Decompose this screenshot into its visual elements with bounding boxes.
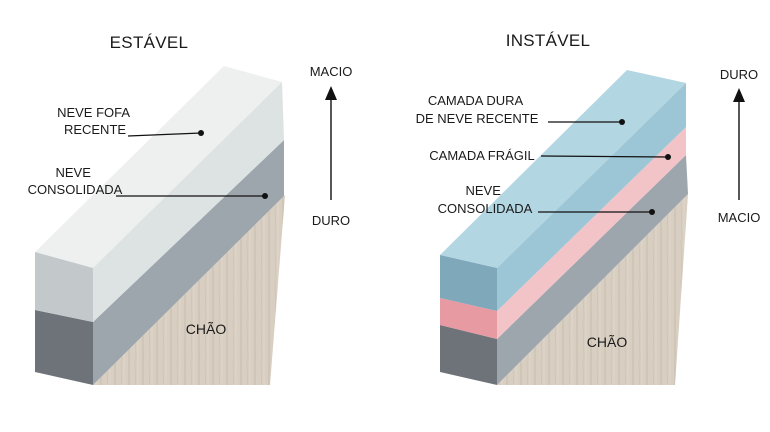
unstable-title: INSTÁVEL <box>506 31 591 50</box>
unstable-consolidated-label: NEVE CONSOLIDADA <box>438 183 533 216</box>
stable-hardness-scale: MACIO DURO <box>310 64 353 228</box>
unstable-weak-leader-dot <box>665 154 671 160</box>
stable-fresh-leader <box>127 132 202 137</box>
stable-fresh-front <box>35 252 93 322</box>
unstable-weak-face <box>497 127 686 339</box>
stable-consolidated-face <box>93 140 284 385</box>
unstable-weak-label: CAMADA FRÁGIL <box>429 148 534 163</box>
stable-fresh-label-line1: NEVE FOFA <box>57 105 130 120</box>
unstable-consolidated-label-line1: NEVE <box>465 183 501 198</box>
unstable-slab-label: CAMADA DURA DE NEVE RECENTE <box>416 93 539 126</box>
unstable-hardness-scale: DURO MACIO <box>718 67 761 225</box>
unstable-slab-front <box>440 255 497 311</box>
unstable-diagram: INSTÁVEL CHÃO CAMADA DURA DE NEVE RECENT… <box>416 31 761 385</box>
stable-fresh-label: NEVE FOFA RECENTE <box>57 105 133 137</box>
stable-ground-label: CHÃO <box>186 321 227 337</box>
unstable-scale-top-label: DURO <box>720 67 758 82</box>
stable-scale-bottom-label: DURO <box>312 213 350 228</box>
stable-consolidated-front <box>35 310 93 385</box>
stable-fresh-leader-dot <box>198 130 204 136</box>
unstable-slab-face <box>497 83 686 311</box>
unstable-scale-arrow-up-icon <box>733 88 745 102</box>
stable-consolidated-label: NEVE CONSOLIDADA <box>28 165 123 197</box>
stable-consolidated-leader-dot <box>262 193 268 199</box>
stable-fresh-label-line2: RECENTE <box>64 122 126 137</box>
unstable-weak-leader <box>540 155 669 158</box>
unstable-scale-bottom-label: MACIO <box>718 210 761 225</box>
stable-consolidated-label-line1: NEVE <box>55 165 91 180</box>
unstable-weak-front <box>440 298 497 339</box>
stable-fresh-top <box>35 66 282 268</box>
stable-fresh-face <box>93 82 284 322</box>
stable-scale-arrow-up-icon <box>325 86 337 100</box>
unstable-consolidated-label-line2: CONSOLIDADA <box>438 201 533 216</box>
unstable-slab-top <box>440 70 686 268</box>
stable-diagram: ESTÁVEL CHÃO NEVE FOFA RECENTE NEVE CONS… <box>28 33 353 385</box>
stable-scale-top-label: MACIO <box>310 64 353 79</box>
unstable-consolidated-front <box>440 325 497 385</box>
unstable-slab-label-line1: CAMADA DURA <box>428 93 524 108</box>
unstable-ground-label: CHÃO <box>587 334 628 350</box>
stable-title: ESTÁVEL <box>110 33 189 52</box>
unstable-slab-label-line2: DE NEVE RECENTE <box>416 111 539 126</box>
stable-consolidated-label-line2: CONSOLIDADA <box>28 182 123 197</box>
unstable-slab-leader-dot <box>619 119 625 125</box>
unstable-consolidated-leader-dot <box>649 209 655 215</box>
